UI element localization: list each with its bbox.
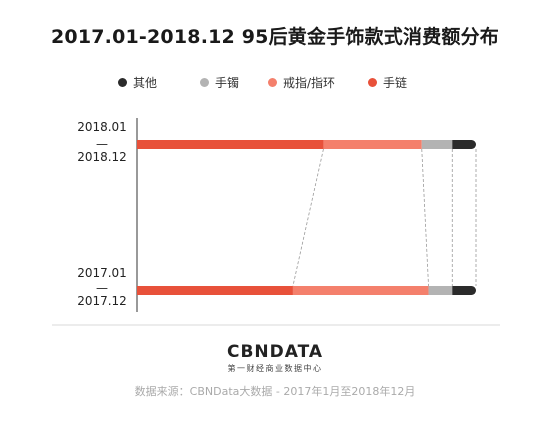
y-label-1-line2: 2017.12 [77, 294, 127, 308]
legend: 其他 手镯 戒指/指环 手链 [118, 72, 518, 92]
legend-item-0: 其他 [118, 72, 157, 92]
connector-line-2 [421, 148, 429, 287]
y-label-0-dash: — [96, 137, 108, 151]
bar-segment-1-2 [428, 286, 453, 295]
bar-segment-0-2 [421, 140, 453, 149]
legend-swatch-3 [368, 77, 377, 87]
legend-label-2: 戒指/指环 [283, 75, 336, 90]
data-source-note: 数据来源：CBNData大数据 - 2017年1月至2018年12月 [134, 385, 416, 398]
legend-label-1: 手镯 [215, 75, 240, 90]
legend-swatch-1 [200, 77, 209, 87]
legend-item-1: 手镯 [200, 72, 239, 92]
bar-segment-1-1 [292, 286, 429, 295]
bar-segment-1-0 [137, 286, 293, 295]
legend-label-3: 手链 [383, 75, 408, 90]
bar-segment-1-3 [452, 286, 476, 295]
y-label-1-dash: — [96, 281, 108, 295]
y-label-1-line1: 2017.01 [77, 266, 127, 280]
bar-segment-0-3 [452, 140, 476, 149]
legend-item-2: 戒指/指环 [268, 72, 335, 92]
cbndata-logo: CBNDATA [226, 342, 324, 362]
legend-label-0: 其他 [133, 75, 158, 90]
connector-line-1 [292, 148, 324, 287]
legend-item-3: 手链 [368, 72, 407, 92]
y-label-0-line1: 2018.01 [77, 120, 127, 134]
legend-swatch-2 [268, 77, 277, 87]
bar-segment-0-1 [323, 140, 422, 149]
y-label-0-line2: 2018.12 [77, 150, 127, 164]
chart-title: 2017.01-2018.12 95后黄金手饰款式消费额分布 [50, 26, 500, 48]
legend-swatch-0 [118, 77, 127, 87]
bar-segment-0-0 [137, 140, 324, 149]
cbndata-logo-subtitle: 第一财经商业数据中心 [227, 364, 323, 373]
